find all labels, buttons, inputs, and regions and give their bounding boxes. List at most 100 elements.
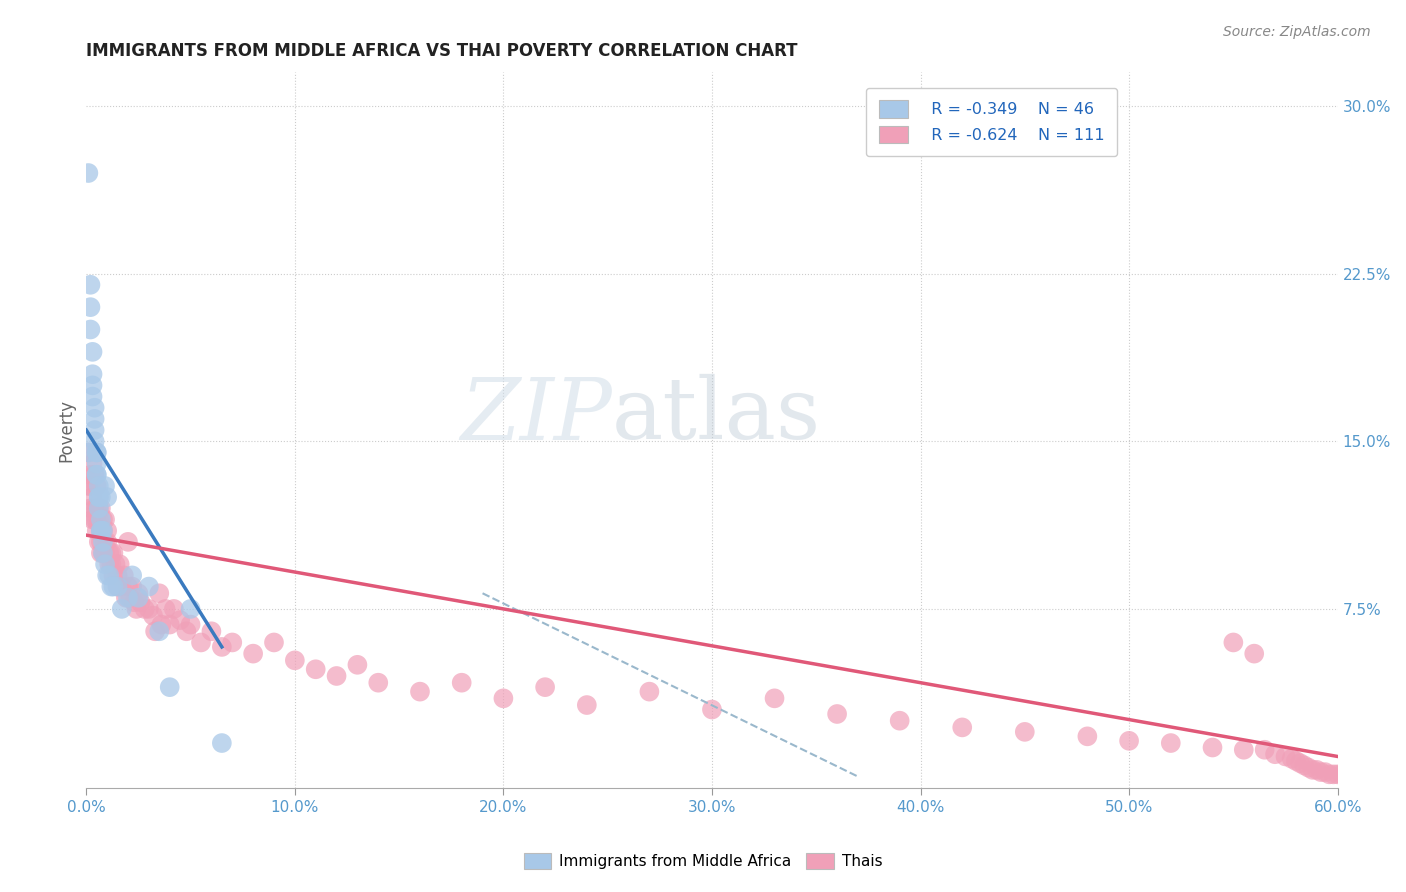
Point [90, 546, 112, 560]
Point [889, 714, 911, 728]
Point [1294, 758, 1316, 772]
Point [700, 702, 723, 716]
Point [94, 479, 117, 493]
Point [346, 657, 368, 672]
Text: ZIP: ZIP [460, 375, 612, 457]
Point [87, 490, 110, 504]
Point [107, 568, 129, 582]
Point [94, 546, 117, 560]
Point [90, 524, 112, 538]
Point [121, 580, 143, 594]
Point [79, 479, 101, 493]
Point [117, 580, 139, 594]
Point [90, 512, 112, 526]
Point [77, 445, 100, 459]
Point [1253, 743, 1275, 757]
Point [90, 534, 112, 549]
Point [450, 675, 472, 690]
Point [148, 624, 170, 639]
Point [200, 624, 222, 639]
Text: IMMIGRANTS FROM MIDDLE AFRICA VS THAI POVERTY CORRELATION CHART: IMMIGRANTS FROM MIDDLE AFRICA VS THAI PO… [86, 42, 797, 60]
Point [82, 457, 104, 471]
Point [91, 512, 114, 526]
Point [180, 617, 202, 632]
Point [83, 512, 105, 526]
Point [90, 490, 112, 504]
Point [86, 445, 108, 459]
Legend: Immigrants from Middle Africa, Thais: Immigrants from Middle Africa, Thais [517, 847, 889, 875]
Text: atlas: atlas [612, 375, 821, 458]
Point [1302, 763, 1324, 777]
Point [211, 640, 233, 654]
Point [1076, 729, 1098, 743]
Point [150, 617, 173, 632]
Point [284, 653, 307, 667]
Point [100, 558, 122, 572]
Point [90, 524, 112, 538]
Point [1233, 743, 1256, 757]
Point [112, 568, 135, 582]
Point [1298, 761, 1320, 775]
Point [86, 467, 108, 482]
Point [325, 669, 347, 683]
Point [211, 736, 233, 750]
Point [87, 534, 110, 549]
Point [87, 501, 110, 516]
Point [155, 602, 177, 616]
Point [122, 595, 145, 609]
Point [94, 512, 117, 526]
Point [107, 580, 129, 594]
Point [111, 602, 134, 616]
Point [1285, 754, 1308, 768]
Point [1160, 736, 1182, 750]
Point [98, 546, 121, 560]
Point [1118, 734, 1140, 748]
Point [82, 368, 104, 382]
Point [190, 635, 212, 649]
Point [83, 412, 105, 426]
Point [104, 558, 127, 572]
Point [83, 423, 105, 437]
Point [87, 501, 110, 516]
Point [120, 591, 142, 605]
Point [1014, 724, 1036, 739]
Point [367, 675, 389, 690]
Point [575, 698, 598, 712]
Point [159, 680, 181, 694]
Point [1326, 767, 1348, 781]
Point [1322, 767, 1344, 781]
Point [82, 378, 104, 392]
Point [1243, 647, 1265, 661]
Point [1334, 767, 1357, 781]
Point [96, 568, 118, 582]
Point [121, 568, 143, 582]
Point [263, 635, 285, 649]
Point [91, 534, 114, 549]
Point [79, 322, 101, 336]
Point [82, 344, 104, 359]
Point [87, 490, 110, 504]
Point [94, 558, 117, 572]
Point [1281, 752, 1303, 766]
Point [125, 602, 148, 616]
Point [79, 277, 101, 292]
Point [1201, 740, 1223, 755]
Point [127, 591, 149, 605]
Point [100, 580, 122, 594]
Point [142, 608, 165, 623]
Legend:   R = -0.349    N = 46,   R = -0.624    N = 111: R = -0.349 N = 46, R = -0.624 N = 111 [866, 87, 1116, 156]
Point [1310, 765, 1333, 780]
Point [305, 662, 328, 676]
Point [86, 457, 108, 471]
Point [82, 490, 104, 504]
Point [86, 479, 108, 493]
Point [87, 512, 110, 526]
Point [1222, 635, 1244, 649]
Point [1289, 756, 1312, 771]
Point [163, 602, 186, 616]
Point [1317, 767, 1340, 781]
Point [129, 595, 152, 609]
Point [100, 546, 122, 560]
Point [91, 546, 114, 560]
Point [91, 524, 114, 538]
